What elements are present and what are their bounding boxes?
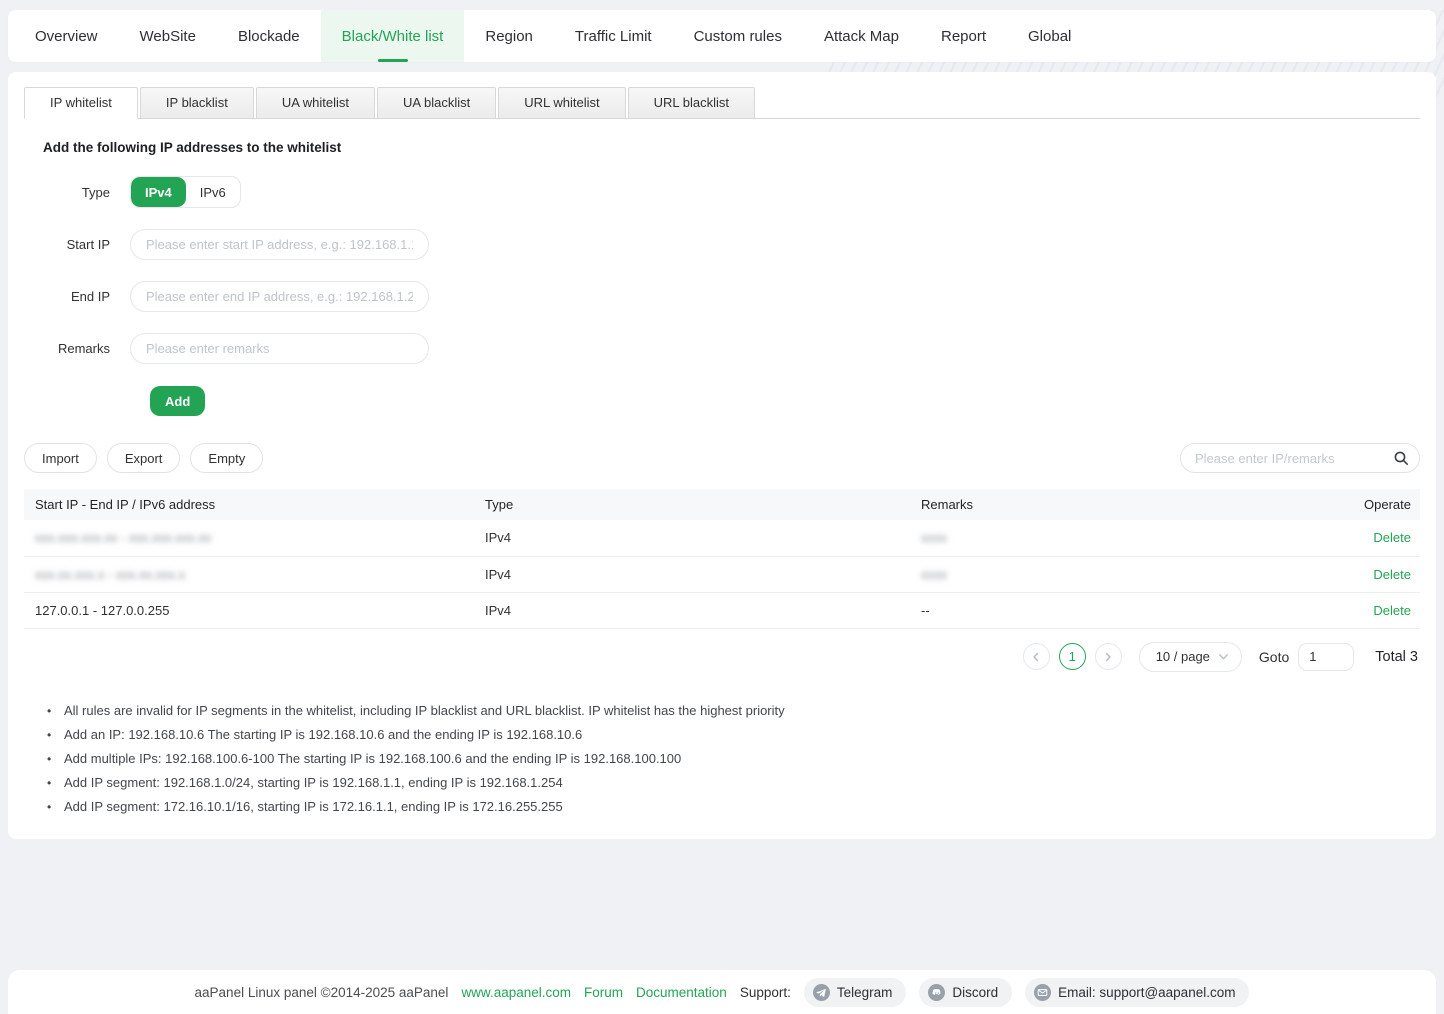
next-page-button[interactable] — [1094, 643, 1122, 670]
start-ip-row: Start IP — [24, 229, 1420, 260]
ip-type-cell: IPv4 — [474, 520, 910, 557]
telegram-label: Telegram — [836, 984, 893, 1000]
remarks-redacted: xxxx — [921, 566, 947, 582]
email-label: Email: support@aapanel.com — [1058, 984, 1236, 1000]
ipv4-option[interactable]: IPv4 — [131, 177, 186, 207]
tab-ip-whitelist[interactable]: IP whitelist — [24, 87, 138, 119]
help-notes: All rules are invalid for IP segments in… — [47, 699, 1420, 819]
nav-item-overview[interactable]: Overview — [35, 27, 98, 45]
forum-link[interactable]: Forum — [584, 984, 624, 1000]
nav-item-custom-rules[interactable]: Custom rules — [693, 27, 782, 45]
form-heading: Add the following IP addresses to the wh… — [43, 140, 342, 155]
email-badge[interactable]: Email: support@aapanel.com — [1025, 977, 1250, 1007]
note-item: Add multiple IPs: 192.168.100.6-100 The … — [47, 747, 1420, 771]
remarks-redacted: xxxx — [921, 530, 947, 546]
import-button[interactable]: Import — [24, 443, 97, 473]
page-size-select[interactable]: 10 / page — [1138, 641, 1242, 672]
header-ip-range: Start IP - End IP / IPv6 address — [24, 489, 474, 520]
table-header-row: Start IP - End IP / IPv6 address Type Re… — [24, 489, 1420, 520]
list-tabstrip: IP whitelist IP blacklist UA whitelist U… — [24, 87, 1420, 119]
ip-range-cell: 127.0.0.1 - 127.0.0.255 — [24, 592, 474, 629]
add-button[interactable]: Add — [150, 386, 206, 416]
header-type: Type — [474, 489, 910, 520]
ipv6-option[interactable]: IPv6 — [199, 184, 226, 200]
chevron-down-icon — [1218, 654, 1229, 660]
note-item: Add an IP: 192.168.10.6 The starting IP … — [47, 723, 1420, 747]
search-box — [1180, 443, 1420, 473]
nav-item-attack-map[interactable]: Attack Map — [823, 27, 899, 45]
prev-page-button[interactable] — [1022, 643, 1050, 670]
remarks-cell: -- — [910, 592, 1300, 629]
note-item: All rules are invalid for IP segments in… — [47, 699, 1420, 723]
main-panel: IP whitelist IP blacklist UA whitelist U… — [8, 72, 1436, 839]
tab-ip-blacklist[interactable]: IP blacklist — [139, 87, 254, 119]
nav-item-blockade[interactable]: Blockade — [237, 27, 300, 45]
tab-ua-blacklist[interactable]: UA blacklist — [377, 87, 497, 119]
header-operate: Operate — [1300, 489, 1420, 520]
email-icon — [1034, 983, 1052, 1001]
ip-type-cell: IPv4 — [474, 556, 910, 593]
telegram-badge[interactable]: Telegram — [803, 977, 907, 1007]
goto-page-input[interactable] — [1298, 642, 1355, 671]
top-navbar: Overview WebSite Blockade Black/White li… — [8, 10, 1436, 62]
nav-item-region[interactable]: Region — [485, 27, 533, 45]
nav-item-black-white-list[interactable]: Black/White list — [320, 10, 465, 62]
ip-range-redacted: xxx.xxx.xxx.xx - xxx.xxx.xxx.xx — [35, 530, 212, 546]
pagination: 1 10 / page Goto Total 3 — [24, 641, 1420, 672]
tab-ua-whitelist[interactable]: UA whitelist — [255, 87, 376, 119]
export-button[interactable]: Export — [106, 443, 181, 473]
whitelist-table: Start IP - End IP / IPv6 address Type Re… — [24, 489, 1420, 629]
discord-label: Discord — [952, 984, 999, 1000]
remarks-row: Remarks — [24, 333, 1420, 364]
delete-link[interactable]: Delete — [1373, 602, 1411, 618]
type-label: Type — [81, 184, 110, 200]
remarks-label: Remarks — [57, 341, 110, 356]
type-row: Type IPv4 IPv6 — [24, 176, 1420, 208]
list-toolbar: Import Export Empty — [24, 443, 1420, 473]
goto-label: Goto — [1258, 648, 1290, 665]
copyright-text: aaPanel Linux panel ©2014-2025 aaPanel — [194, 984, 449, 1000]
chevron-right-icon — [1105, 652, 1111, 661]
ip-range-redacted: xxx.xx.xxx.x - xxx.xx.xxx.x — [35, 566, 186, 582]
table-row: xxx.xxx.xxx.xx - xxx.xxx.xxx.xx IPv4 xxx… — [24, 520, 1420, 557]
header-remarks: Remarks — [910, 489, 1300, 520]
documentation-link[interactable]: Documentation — [636, 984, 727, 1000]
nav-item-global[interactable]: Global — [1028, 27, 1072, 45]
total-count: Total 3 — [1375, 648, 1418, 665]
footer: aaPanel Linux panel ©2014-2025 aaPanel w… — [8, 970, 1436, 1014]
chevron-left-icon — [1033, 652, 1039, 661]
note-item: Add IP segment: 172.16.10.1/16, starting… — [47, 795, 1420, 819]
start-ip-input[interactable] — [130, 229, 429, 260]
ip-type-cell: IPv4 — [474, 592, 910, 629]
table-row: 127.0.0.1 - 127.0.0.255 IPv4 -- Delete — [24, 592, 1420, 629]
end-ip-label: End IP — [70, 289, 110, 304]
table-row: xxx.xx.xxx.x - xxx.xx.xxx.x IPv4 xxxx De… — [24, 556, 1420, 593]
end-ip-row: End IP — [24, 281, 1420, 312]
support-label: Support: — [739, 984, 791, 1000]
delete-link[interactable]: Delete — [1373, 530, 1411, 546]
empty-button[interactable]: Empty — [190, 443, 264, 473]
nav-item-website[interactable]: WebSite — [139, 27, 196, 45]
page-1-button[interactable]: 1 — [1058, 643, 1086, 670]
remarks-input[interactable] — [130, 333, 429, 364]
end-ip-input[interactable] — [130, 281, 429, 312]
tab-url-blacklist[interactable]: URL blacklist — [627, 87, 755, 119]
search-input[interactable] — [1180, 443, 1420, 473]
nav-item-traffic-limit[interactable]: Traffic Limit — [574, 27, 652, 45]
discord-icon — [928, 983, 946, 1001]
nav-item-report[interactable]: Report — [940, 27, 987, 45]
ip-type-toggle: IPv4 IPv6 — [130, 176, 241, 208]
tab-url-whitelist[interactable]: URL whitelist — [498, 87, 626, 119]
discord-badge[interactable]: Discord — [919, 977, 1013, 1007]
start-ip-label: Start IP — [66, 237, 110, 252]
note-item: Add IP segment: 192.168.1.0/24, starting… — [47, 771, 1420, 795]
telegram-icon — [812, 983, 830, 1001]
search-icon[interactable] — [1393, 450, 1409, 466]
page-size-value: 10 / page — [1155, 649, 1210, 664]
delete-link[interactable]: Delete — [1373, 566, 1411, 582]
aapanel-link[interactable]: www.aapanel.com — [461, 984, 571, 1000]
